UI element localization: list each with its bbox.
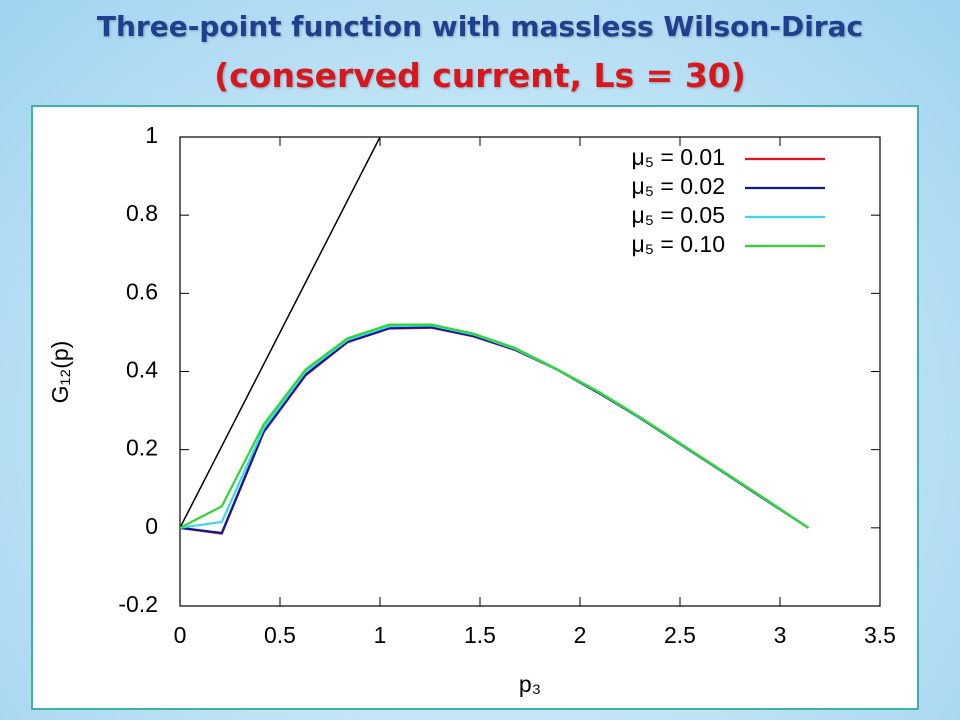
x-tick-label: 3.5	[864, 622, 896, 648]
y-tick-label: 1	[145, 122, 158, 148]
slide-title: Three-point function with massless Wilso…	[96, 10, 864, 43]
y-tick-label: 0.6	[126, 278, 158, 304]
series-line	[180, 323, 810, 529]
plot-lines	[180, 137, 810, 535]
chart-frame	[31, 105, 919, 710]
y-tick-label: -0.2	[118, 591, 158, 617]
x-tick-label: 1.5	[464, 622, 496, 648]
legend-label: μ₅ = 0.05	[632, 202, 726, 228]
y-axis-label: G₁₂(p)	[47, 341, 73, 404]
legend-label: μ₅ = 0.02	[632, 173, 726, 199]
reference-line	[180, 137, 381, 529]
slide-subtitle: (conserved current, Ls = 30)	[214, 56, 746, 95]
x-tick-label: 0	[174, 622, 187, 648]
y-tick-label: 0.8	[126, 200, 158, 226]
x-tick-label: 2	[574, 622, 587, 648]
y-tick-label: 0.2	[126, 435, 158, 461]
x-axis-label: p₃	[519, 671, 541, 697]
x-tick-label: 3	[774, 622, 787, 648]
x-tick-label: 1	[374, 622, 387, 648]
x-tick-label: 0.5	[264, 622, 296, 648]
x-tick-label: 2.5	[664, 622, 696, 648]
y-tick-label: 0.4	[126, 357, 158, 383]
legend-label: μ₅ = 0.10	[632, 231, 726, 257]
legend-label: μ₅ = 0.01	[632, 144, 726, 170]
y-tick-label: 0	[145, 513, 158, 539]
